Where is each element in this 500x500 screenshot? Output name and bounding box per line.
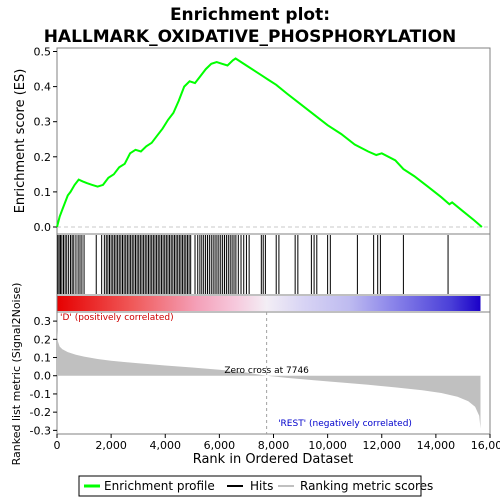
hits-panel bbox=[56, 233, 491, 296]
chart-title-line2: HALLMARK_OXIDATIVE_PHOSPHORYLATION bbox=[44, 27, 457, 47]
rank-y-tick-label: 0.1 bbox=[34, 352, 52, 365]
es-y-tick-label: 0.3 bbox=[34, 116, 52, 129]
x-tick-label: 14,000 bbox=[417, 439, 456, 452]
x-tick-label: 8,000 bbox=[258, 439, 290, 452]
rank-color-bar bbox=[56, 294, 491, 313]
x-tick-label: 0 bbox=[54, 439, 61, 452]
es-y-ticks: 0.0 0.1 0.2 0.3 0.4 0.5 bbox=[34, 46, 57, 234]
hits-panel-frame bbox=[56, 233, 491, 296]
legend: Enrichment profile Hits Ranking metric s… bbox=[78, 475, 433, 497]
es-y-tick-label: 0.5 bbox=[34, 46, 52, 59]
hit-markers bbox=[57, 235, 449, 294]
rank-y-tick-label: 0.0 bbox=[34, 370, 52, 383]
rank-heatmap-gradient bbox=[57, 296, 481, 311]
rank-y-tick-label: -0.2 bbox=[30, 406, 51, 419]
es-y-tick-label: 0.2 bbox=[34, 151, 52, 164]
rank-metric-panel: 0.3 0.2 0.1 0.0 -0.1 -0.2 -0.3 'D' (positively… bbox=[10, 283, 491, 466]
x-tick-label: 10,000 bbox=[308, 439, 347, 452]
legend-hits-label: Hits bbox=[250, 479, 273, 493]
legend-frame bbox=[78, 475, 422, 497]
ranking-metric-area bbox=[57, 330, 481, 429]
legend-enrichment-label: Enrichment profile bbox=[104, 479, 215, 493]
x-tick-label: 4,000 bbox=[150, 439, 182, 452]
x-tick-label: 2,000 bbox=[95, 439, 127, 452]
es-y-tick-label: 0.0 bbox=[34, 221, 52, 234]
x-tick-label: 16,000 bbox=[471, 439, 500, 452]
x-tick-label: 12,000 bbox=[363, 439, 402, 452]
es-y-tick-label: 0.4 bbox=[34, 81, 52, 94]
rank-y-tick-label: 0.3 bbox=[34, 315, 52, 328]
enrichment-profile-line bbox=[56, 57, 483, 228]
x-axis-ticks: 0 2,000 4,000 6,000 8,000 10,000 12,000 14,000 1… bbox=[54, 434, 500, 452]
rank-y-tick-label: -0.1 bbox=[30, 388, 51, 401]
negative-correlation-label: 'REST' (negatively correlated) bbox=[278, 419, 412, 429]
rank-y-tick-label: -0.3 bbox=[30, 424, 51, 437]
es-y-tick-label: 0.1 bbox=[34, 186, 52, 199]
es-y-axis-label: Enrichment score (ES) bbox=[13, 69, 28, 214]
rank-y-tick-label: 0.2 bbox=[34, 333, 52, 346]
x-tick-label: 6,000 bbox=[204, 439, 236, 452]
rank-y-ticks: 0.3 0.2 0.1 0.0 -0.1 -0.2 -0.3 bbox=[30, 315, 57, 437]
es-panel: 0.0 0.1 0.2 0.3 0.4 0.5 Enrichment score (ES) bbox=[13, 46, 491, 235]
rank-y-axis-label: Ranked list metric (Signal2Noise) bbox=[10, 283, 23, 466]
x-axis-label: Rank in Ordered Dataset bbox=[193, 452, 354, 467]
chart-title-line1: Enrichment plot: bbox=[170, 5, 330, 25]
es-panel-frame bbox=[56, 47, 491, 235]
legend-ranking-label: Ranking metric scores bbox=[300, 479, 433, 493]
positive-correlation-label: 'D' (positively correlated) bbox=[60, 313, 174, 323]
zero-cross-label: Zero cross at 7746 bbox=[224, 366, 309, 376]
